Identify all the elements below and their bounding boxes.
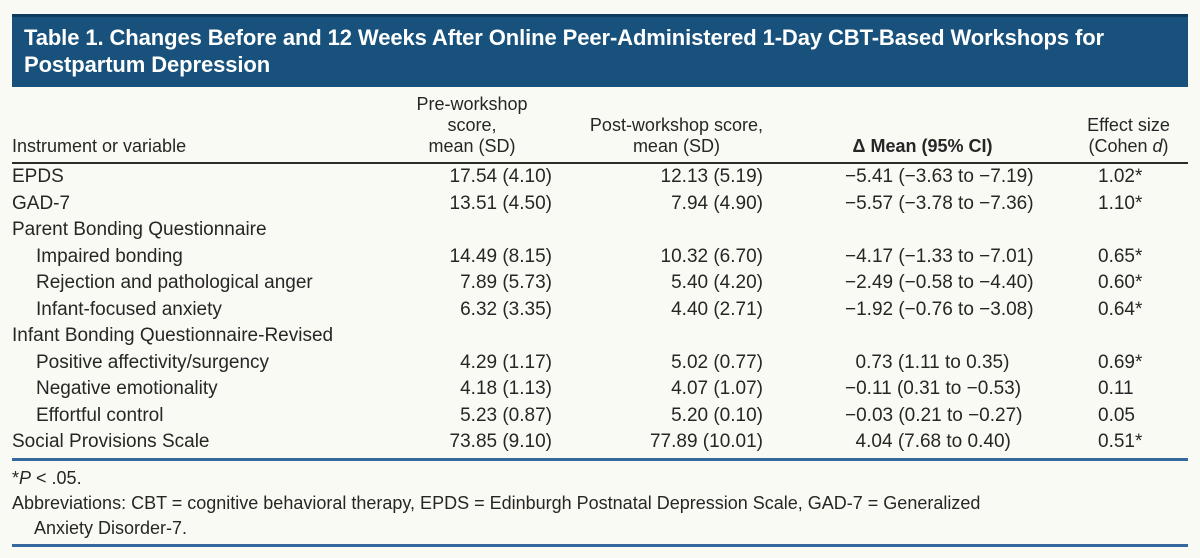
cohen-d-italic: d xyxy=(1152,136,1163,156)
post-score-cell: 10.32 (6.70) xyxy=(660,245,763,267)
effect-size-cell: 0.05 xyxy=(1098,404,1135,426)
instrument-cell: Rejection and pathological anger xyxy=(36,272,313,293)
delta-mean-cell: −1.92 (−0.76 to −3.08) xyxy=(845,298,1034,320)
table-bottom-rule xyxy=(12,457,1188,461)
effect-size-cell xyxy=(1069,217,1188,244)
abbreviations-note-line1: Abbreviations: CBT = cognitive behaviora… xyxy=(12,492,981,513)
instrument-cell: EPDS xyxy=(12,166,64,187)
delta-mean-cell xyxy=(776,323,1069,350)
table-header-row: Instrument or variable Pre-workshop scor… xyxy=(12,94,1188,163)
delta-mean-cell xyxy=(776,217,1069,244)
table-title: Table 1. Changes Before and 12 Weeks Aft… xyxy=(12,14,1188,87)
instrument-cell: Positive affectivity/surgency xyxy=(36,351,270,373)
post-score-cell xyxy=(564,217,776,244)
post-score-cell: 5.20 (0.10) xyxy=(671,404,763,426)
delta-mean-cell: −5.41 (−3.63 to −7.19) xyxy=(845,166,1034,187)
column-header-effect-size: Effect size (Cohen d) xyxy=(1069,94,1188,163)
table-row: Effortful control 5.23 (0.87) 5.20 (0.10… xyxy=(12,403,1188,430)
instrument-cell: Infant-focused anxiety xyxy=(36,298,222,320)
pre-score-cell: 13.51 (4.50) xyxy=(449,192,552,214)
effect-size-cell: 0.11 xyxy=(1098,378,1134,399)
pre-score-cell xyxy=(392,323,564,350)
delta-mean-cell: −0.11 (0.31 to −0.53) xyxy=(845,378,1022,399)
post-score-cell: 4.07 (1.07) xyxy=(671,378,763,399)
instrument-cell: Parent Bonding Questionnaire xyxy=(12,219,267,240)
effect-size-cell: 0.64* xyxy=(1098,298,1143,320)
table-row: Impaired bonding 14.49 (8.15) 10.32 (6.7… xyxy=(12,244,1188,271)
instrument-cell: Effortful control xyxy=(36,404,164,426)
table-body: EPDS 17.54 (4.10) 12.13 (5.19) −5.41 (−3… xyxy=(12,163,1188,456)
delta-mean-cell: 4.04 (7.68 to 0.40) xyxy=(845,431,1011,452)
effect-size-cell: 0.65* xyxy=(1098,245,1143,267)
instrument-cell: GAD-7 xyxy=(12,192,71,214)
delta-mean-cell: −5.57 (−3.78 to −7.36) xyxy=(845,192,1034,214)
post-score-cell: 4.40 (2.71) xyxy=(671,298,763,320)
effect-size-cell xyxy=(1069,323,1188,350)
delta-mean-cell: −0.03 (0.21 to −0.27) xyxy=(845,404,1023,426)
post-score-cell xyxy=(564,323,776,350)
footnotes: *P < .05. Abbreviations: CBT = cognitive… xyxy=(12,461,1188,541)
instrument-cell: Social Provisions Scale xyxy=(12,431,210,452)
table-row: Positive affectivity/surgency 4.29 (1.17… xyxy=(12,350,1188,377)
instrument-cell: Impaired bonding xyxy=(36,245,183,267)
delta-mean-cell: −2.49 (−0.58 to −4.40) xyxy=(845,272,1034,293)
post-header-line1: Post-workshop score, xyxy=(589,115,763,135)
table-row: Negative emotionality 4.18 (1.13) 4.07 (… xyxy=(12,376,1188,403)
post-score-cell: 12.13 (5.19) xyxy=(660,166,763,187)
pre-score-cell: 4.29 (1.17) xyxy=(460,351,552,373)
table-row: Rejection and pathological anger 7.89 (5… xyxy=(12,270,1188,297)
pre-score-cell: 73.85 (9.10) xyxy=(449,431,552,452)
table-row: Social Provisions Scale 73.85 (9.10) 77.… xyxy=(12,429,1188,456)
post-header-line2: mean (SD) xyxy=(632,136,720,156)
pre-score-cell: 4.18 (1.13) xyxy=(460,378,552,399)
table-row: Infant Bonding Questionnaire-Revised xyxy=(12,323,1188,350)
delta-mean-cell: 0.73 (1.11 to 0.35) xyxy=(845,351,1010,373)
table-row: GAD-7 13.51 (4.50) 7.94 (4.90) −5.57 (−3… xyxy=(12,191,1188,218)
p-value-italic: P xyxy=(19,467,32,488)
table-row: EPDS 17.54 (4.10) 12.13 (5.19) −5.41 (−3… xyxy=(12,163,1188,191)
post-score-cell: 5.40 (4.20) xyxy=(671,272,763,293)
column-header-instrument: Instrument or variable xyxy=(12,136,187,156)
column-header-pre-workshop: Pre-workshop score, mean (SD) xyxy=(392,94,564,163)
effect-header-line1: Effect size xyxy=(1087,115,1170,135)
pre-header-line1: Pre-workshop score, xyxy=(416,94,528,135)
abbreviations-note-line2: Anxiety Disorder-7. xyxy=(34,517,188,538)
pre-score-cell: 5.23 (0.87) xyxy=(460,404,552,426)
pre-score-cell: 14.49 (8.15) xyxy=(449,245,552,267)
pre-score-cell: 7.89 (5.73) xyxy=(460,272,552,293)
post-score-cell: 5.02 (0.77) xyxy=(671,351,763,373)
pre-score-cell: 17.54 (4.10) xyxy=(449,166,552,187)
effect-size-cell: 1.02* xyxy=(1098,166,1143,187)
results-table: Instrument or variable Pre-workshop scor… xyxy=(12,94,1188,456)
effect-size-cell: 0.69* xyxy=(1098,351,1143,373)
table-row: Parent Bonding Questionnaire xyxy=(12,217,1188,244)
column-header-post-workshop: Post-workshop score, mean (SD) xyxy=(564,94,776,163)
pre-header-line2: mean (SD) xyxy=(428,136,516,156)
post-score-cell: 7.94 (4.90) xyxy=(671,192,763,214)
figure-bottom-rule xyxy=(12,543,1188,547)
effect-size-cell: 0.60* xyxy=(1098,272,1143,293)
significance-note: *P < .05. xyxy=(12,467,82,488)
column-header-delta-mean: Δ Mean (95% CI) xyxy=(852,136,993,156)
effect-header-line2: (Cohen d) xyxy=(1088,136,1169,156)
instrument-cell: Negative emotionality xyxy=(36,378,218,399)
instrument-cell: Infant Bonding Questionnaire-Revised xyxy=(12,325,334,346)
effect-size-cell: 1.10* xyxy=(1098,192,1143,214)
pre-score-cell xyxy=(392,217,564,244)
delta-mean-cell: −4.17 (−1.33 to −7.01) xyxy=(845,245,1034,267)
pre-score-cell: 6.32 (3.35) xyxy=(460,298,552,320)
table-row: Infant-focused anxiety 6.32 (3.35) 4.40 … xyxy=(12,297,1188,324)
post-score-cell: 77.89 (10.01) xyxy=(649,431,763,452)
effect-size-cell: 0.51* xyxy=(1098,431,1143,452)
